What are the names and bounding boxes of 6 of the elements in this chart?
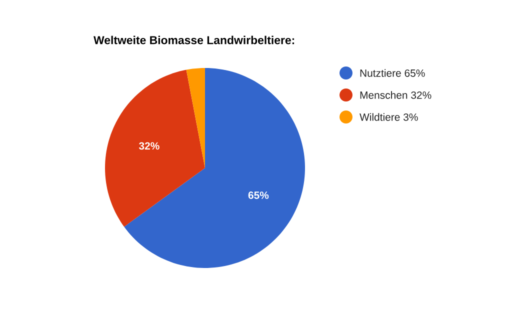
data-label: 32%	[138, 142, 160, 150]
legend-label: Wildtiere 3%	[360, 113, 418, 121]
legend-label: Nutztiere 65%	[360, 69, 425, 77]
chart-title: Weltweite Biomasse Landwirbeltiere:	[94, 36, 294, 44]
legend-label: Menschen 32%	[360, 91, 432, 99]
data-label: 65%	[248, 192, 269, 199]
